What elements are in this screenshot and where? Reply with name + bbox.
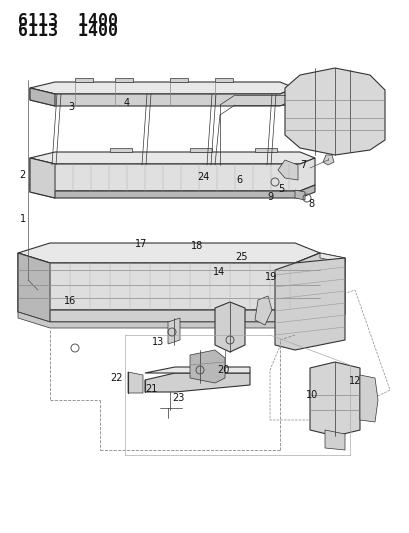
Polygon shape	[277, 160, 297, 180]
Text: 10: 10	[305, 391, 317, 400]
Text: 2: 2	[19, 170, 26, 180]
Polygon shape	[294, 190, 304, 200]
Text: 6: 6	[236, 175, 242, 185]
Polygon shape	[18, 312, 319, 328]
Text: 14: 14	[213, 267, 225, 277]
Polygon shape	[18, 300, 319, 322]
Polygon shape	[254, 296, 271, 325]
Text: 13: 13	[151, 337, 164, 347]
Polygon shape	[115, 78, 133, 82]
Polygon shape	[254, 148, 276, 152]
Polygon shape	[30, 158, 55, 198]
Polygon shape	[168, 318, 180, 344]
Polygon shape	[30, 88, 55, 106]
Polygon shape	[294, 253, 344, 322]
Text: 3: 3	[69, 102, 74, 111]
Text: 19: 19	[264, 272, 276, 282]
Polygon shape	[359, 375, 377, 422]
Polygon shape	[30, 158, 314, 191]
Polygon shape	[145, 373, 249, 392]
Polygon shape	[322, 155, 333, 165]
Polygon shape	[18, 253, 50, 322]
Polygon shape	[75, 78, 93, 82]
Text: 6113  1400: 6113 1400	[18, 12, 118, 30]
Text: 12: 12	[348, 376, 360, 386]
Polygon shape	[30, 82, 294, 94]
Polygon shape	[284, 68, 384, 155]
Text: 24: 24	[196, 172, 209, 182]
Polygon shape	[319, 253, 344, 263]
Polygon shape	[214, 302, 245, 352]
Polygon shape	[145, 367, 249, 373]
Polygon shape	[30, 152, 314, 164]
Polygon shape	[110, 148, 132, 152]
Text: 9: 9	[267, 192, 273, 202]
Text: 25: 25	[235, 252, 247, 262]
Polygon shape	[18, 243, 319, 263]
Text: 22: 22	[110, 374, 123, 383]
Text: 8: 8	[308, 199, 314, 208]
Text: 16: 16	[63, 296, 76, 306]
Text: 18: 18	[190, 241, 202, 251]
Polygon shape	[189, 350, 225, 383]
Text: 7: 7	[299, 160, 306, 170]
Polygon shape	[170, 78, 188, 82]
Text: 1: 1	[20, 214, 25, 223]
Polygon shape	[30, 88, 294, 106]
Polygon shape	[274, 258, 344, 350]
Text: 17: 17	[135, 239, 147, 248]
Text: 4: 4	[124, 98, 130, 108]
Polygon shape	[214, 78, 232, 82]
Text: 5: 5	[277, 184, 283, 193]
Polygon shape	[128, 372, 143, 393]
Polygon shape	[324, 430, 344, 450]
Text: 23: 23	[172, 393, 184, 403]
Text: 21: 21	[145, 384, 157, 394]
Text: 6113  1400: 6113 1400	[18, 22, 118, 40]
Polygon shape	[30, 185, 314, 198]
Polygon shape	[18, 253, 319, 310]
Text: 20: 20	[217, 366, 229, 375]
Polygon shape	[309, 362, 359, 436]
Polygon shape	[189, 148, 211, 152]
